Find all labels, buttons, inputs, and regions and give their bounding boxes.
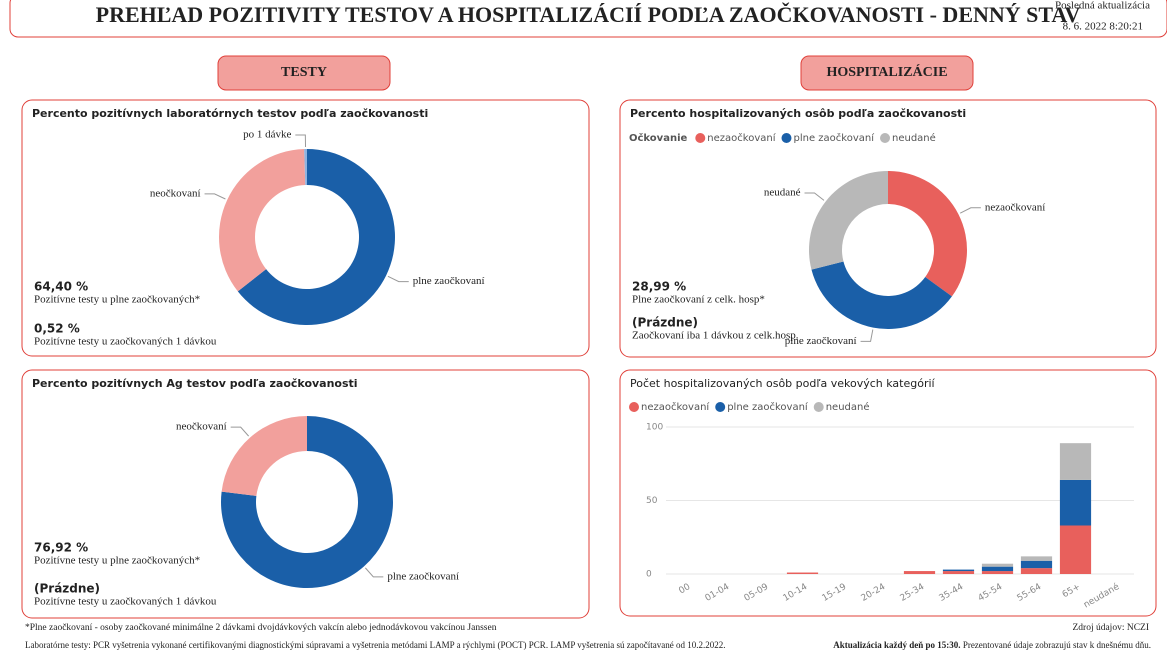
pie-slice bbox=[237, 149, 395, 325]
slice-label: plne zaočkovaní bbox=[387, 570, 459, 582]
pie-slice bbox=[809, 171, 888, 270]
y-tick-label: 0 bbox=[646, 570, 652, 580]
leader-line bbox=[959, 207, 981, 214]
bar-segment bbox=[981, 571, 1014, 574]
leader-line bbox=[860, 329, 874, 342]
panel bbox=[21, 369, 590, 619]
header-box bbox=[9, 0, 1167, 38]
bar-segment bbox=[1020, 560, 1053, 569]
kpi-label: Plne zaočkovaní z celk. hosp* bbox=[632, 294, 765, 306]
kpi-label: Pozitívne testy u plne zaočkovaných* bbox=[34, 555, 200, 567]
leader-line bbox=[804, 192, 825, 201]
update-rest: Prezentované údaje zobrazujú stav k dneš… bbox=[963, 640, 1151, 650]
panel-title: Percento hospitalizovaných osôb podľa za… bbox=[630, 107, 966, 120]
leader-line bbox=[230, 426, 250, 437]
kpi-label: Pozitívne testy u zaočkovaných 1 dávkou bbox=[34, 336, 217, 348]
bar-segment bbox=[1059, 525, 1092, 574]
legend-label: plne zaočkovaní bbox=[727, 401, 809, 413]
panel bbox=[619, 369, 1157, 617]
panel bbox=[21, 99, 590, 357]
slice-label: neočkovaní bbox=[176, 421, 227, 433]
bar-segment bbox=[903, 571, 936, 574]
pie-slice bbox=[218, 149, 306, 292]
bar-segment bbox=[1059, 443, 1092, 480]
slice-label: plne zaočkovaní bbox=[413, 275, 485, 287]
pie-slice bbox=[888, 171, 967, 297]
pie-slice bbox=[304, 149, 307, 186]
bar-segment bbox=[786, 572, 819, 574]
pie-slice bbox=[221, 416, 307, 496]
page-title: PREHĽAD POZITIVITY TESTOV A HOSPITALIZÁC… bbox=[96, 2, 1081, 27]
legend-swatch bbox=[629, 402, 639, 412]
panel-title: Počet hospitalizovaných osôb podľa vekov… bbox=[630, 377, 936, 390]
leader-line bbox=[295, 134, 307, 148]
kpi-value: (Prázdne) bbox=[632, 316, 698, 330]
slice-label: neudané bbox=[764, 187, 801, 199]
leader-line bbox=[204, 193, 226, 200]
bar-segment bbox=[1059, 479, 1092, 526]
legend-title: Očkovanie bbox=[629, 132, 687, 144]
kpi-value: 0,52 % bbox=[34, 322, 80, 336]
update-time: 8. 6. 2022 8:20:21 bbox=[1063, 21, 1143, 33]
kpi-value: 76,92 % bbox=[34, 541, 88, 555]
bar-segment bbox=[981, 563, 1014, 567]
section-badge bbox=[800, 55, 974, 91]
panel-title: Percento pozitívnych Ag testov podľa zao… bbox=[32, 377, 358, 390]
legend-swatch bbox=[813, 402, 824, 412]
legend-label: neudané bbox=[892, 132, 936, 144]
legend-label: neudané bbox=[826, 401, 870, 413]
legend-swatch bbox=[781, 133, 792, 143]
section-title: TESTY bbox=[281, 65, 327, 80]
slice-label: plne zaočkovaní bbox=[785, 335, 857, 347]
slice-label: neočkovaní bbox=[150, 187, 201, 199]
kpi-label: Pozitívne testy u plne zaočkovaných* bbox=[34, 294, 200, 306]
update-bold: Aktualizácia každý deň po 15:30. bbox=[833, 640, 960, 650]
panel bbox=[619, 99, 1157, 358]
update-note: Aktualizácia každý deň po 15:30. Prezent… bbox=[833, 640, 1151, 650]
kpi-label: Zaočkovaní iba 1 dávkou z celk.hosp. bbox=[632, 330, 799, 342]
legend-label: nezaočkovaní bbox=[641, 401, 710, 413]
bar-segment bbox=[1020, 568, 1053, 574]
bar-segment bbox=[981, 566, 1014, 572]
pie-slice bbox=[811, 261, 952, 330]
section-badge bbox=[217, 55, 391, 91]
panel-title: Percento pozitívnych laboratórnych testo… bbox=[32, 107, 428, 120]
leader-line bbox=[364, 567, 384, 578]
legend-swatch bbox=[695, 133, 706, 143]
legend-swatch bbox=[715, 402, 726, 412]
bar-segment bbox=[942, 571, 975, 574]
kpi-label: Pozitívne testy u zaočkovaných 1 dávkou bbox=[34, 596, 217, 608]
section-title: HOSPITALIZÁCIE bbox=[826, 63, 947, 80]
legend-swatch bbox=[880, 133, 890, 143]
pie-slice bbox=[221, 416, 393, 588]
y-tick-label: 50 bbox=[646, 496, 658, 506]
legend-label: nezaočkovaní bbox=[707, 132, 776, 144]
kpi-value: (Prázdne) bbox=[34, 582, 100, 596]
slice-label: nezaočkovaní bbox=[985, 201, 1045, 213]
bar-segment bbox=[1020, 556, 1053, 561]
y-tick-label: 100 bbox=[646, 423, 663, 433]
slice-label: po 1 dávke bbox=[243, 129, 291, 141]
leader-line bbox=[387, 275, 409, 283]
lab-note: Laboratórne testy: PCR vyšetrenia vykona… bbox=[25, 640, 725, 650]
legend-label: plne zaočkovaní bbox=[793, 132, 875, 144]
update-label: Posledná aktualizácia bbox=[1055, 0, 1150, 12]
bar-segment bbox=[942, 569, 975, 572]
footnote: *Plne zaočkovaní - osoby zaočkované mini… bbox=[25, 623, 497, 633]
kpi-value: 64,40 % bbox=[34, 280, 88, 294]
source: Zdroj údajov: NCZI bbox=[1072, 623, 1149, 633]
kpi-value: 28,99 % bbox=[632, 280, 686, 294]
